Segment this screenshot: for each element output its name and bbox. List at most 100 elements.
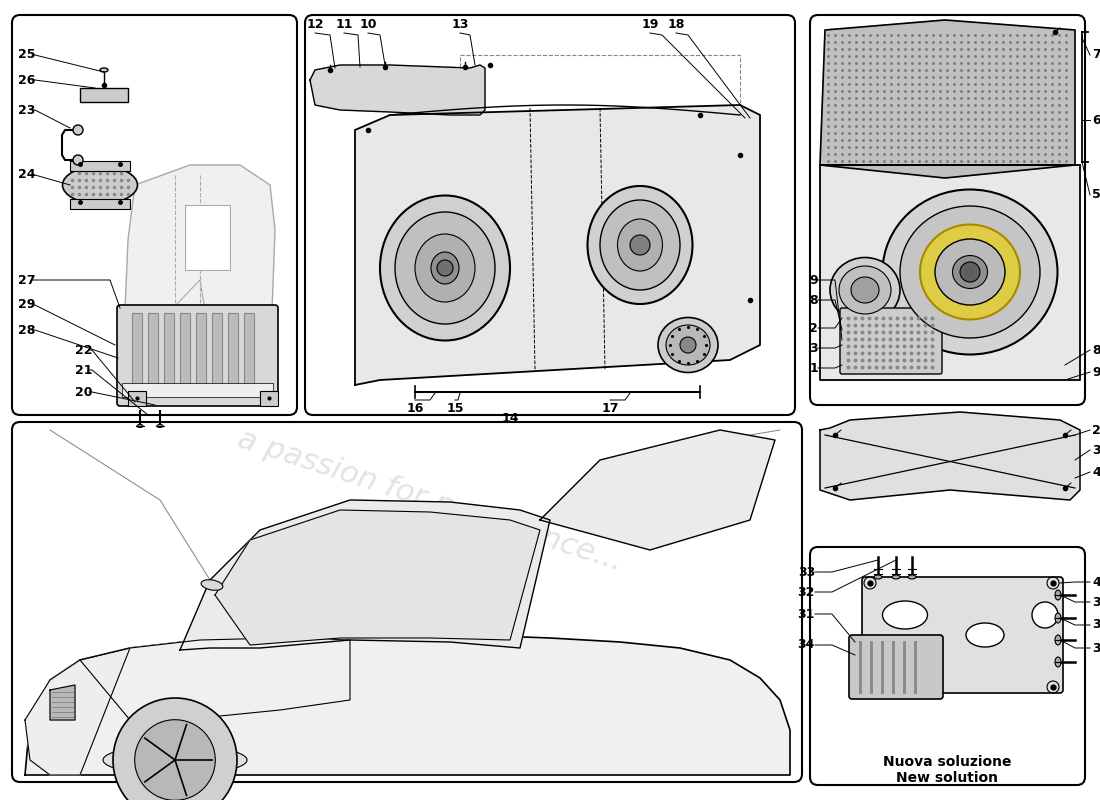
Ellipse shape [100,68,108,72]
Polygon shape [80,638,350,720]
Ellipse shape [666,325,710,365]
Text: 9: 9 [810,274,818,286]
Bar [212,313,222,390]
Ellipse shape [63,166,138,204]
Ellipse shape [851,277,879,303]
Circle shape [243,310,253,320]
Bar [132,313,142,390]
Text: 3: 3 [810,342,818,354]
Text: a passion for parts since...: a passion for parts since... [234,424,626,576]
Text: 31: 31 [798,607,815,621]
Ellipse shape [1055,613,1061,623]
Ellipse shape [587,186,693,304]
Text: 10: 10 [360,18,376,31]
FancyBboxPatch shape [840,308,942,374]
Text: 28: 28 [18,323,35,337]
Text: 1: 1 [810,362,818,374]
Ellipse shape [935,239,1005,305]
Text: New solution: New solution [896,771,998,785]
Circle shape [73,155,82,165]
Ellipse shape [953,255,988,289]
Text: 8: 8 [810,294,818,306]
Text: 13: 13 [451,18,469,31]
Ellipse shape [658,318,718,373]
Ellipse shape [379,195,510,341]
FancyBboxPatch shape [849,635,943,699]
Text: 2: 2 [1092,423,1100,437]
Circle shape [113,698,236,800]
Polygon shape [540,430,776,550]
Text: 25: 25 [18,49,35,62]
Text: 17: 17 [602,402,618,414]
Text: 9: 9 [1092,366,1100,378]
Text: 34: 34 [798,638,815,651]
Polygon shape [355,105,760,385]
Text: 16: 16 [406,402,424,414]
Ellipse shape [830,258,900,322]
Ellipse shape [908,575,916,579]
Bar [260,391,278,406]
Polygon shape [50,685,75,720]
Circle shape [437,260,453,276]
Text: 14: 14 [502,411,519,425]
Ellipse shape [920,225,1020,319]
Text: 5: 5 [1092,189,1100,202]
Ellipse shape [839,266,891,314]
Ellipse shape [900,206,1040,338]
Polygon shape [820,20,1075,178]
Ellipse shape [966,623,1004,647]
Ellipse shape [892,575,900,579]
Circle shape [680,337,696,353]
Circle shape [134,720,216,800]
Bar [148,313,158,390]
Bar [70,199,130,209]
Text: 19: 19 [641,18,659,31]
Text: 22: 22 [75,343,92,357]
Text: 30: 30 [1092,642,1100,654]
Polygon shape [214,510,540,645]
Bar [196,313,206,390]
Ellipse shape [157,425,163,427]
Ellipse shape [600,200,680,290]
Polygon shape [310,65,485,115]
Ellipse shape [201,580,223,590]
Text: 11: 11 [336,18,353,31]
Polygon shape [25,635,790,775]
Ellipse shape [1055,635,1061,645]
Ellipse shape [1055,590,1061,600]
Ellipse shape [882,601,927,629]
Text: 32: 32 [798,586,815,598]
Text: 20: 20 [75,386,92,398]
Polygon shape [820,412,1080,500]
Bar [80,88,128,102]
Ellipse shape [882,190,1057,354]
Bar [228,313,238,390]
Text: 4: 4 [1092,466,1100,478]
Circle shape [630,235,650,255]
Ellipse shape [138,425,143,427]
Text: 2: 2 [810,322,818,334]
Bar [70,161,130,171]
Circle shape [960,262,980,282]
Text: 8: 8 [1092,343,1100,357]
FancyBboxPatch shape [862,577,1063,693]
Bar [180,313,190,390]
Bar [244,313,254,390]
Bar [128,391,146,406]
Polygon shape [180,500,550,650]
Circle shape [73,125,82,135]
Text: 23: 23 [18,103,35,117]
Text: 24: 24 [18,169,35,182]
Text: Nuova soluzione: Nuova soluzione [882,755,1011,769]
Circle shape [1032,602,1058,628]
Text: 32: 32 [1092,618,1100,631]
Bar [164,313,174,390]
Ellipse shape [1055,657,1061,667]
Text: 7: 7 [1092,49,1100,62]
Text: 33: 33 [798,566,815,578]
Text: 18: 18 [668,18,684,31]
Text: 12: 12 [306,18,323,31]
Text: 33: 33 [1092,595,1100,609]
Bar [460,55,740,255]
FancyBboxPatch shape [117,305,278,406]
